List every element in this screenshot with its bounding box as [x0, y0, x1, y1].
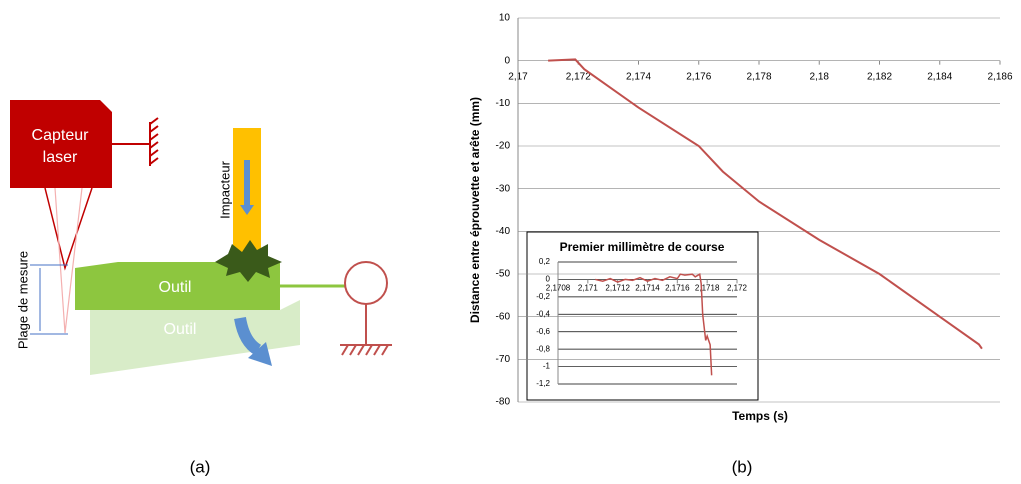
series-line	[548, 58, 983, 350]
inset-title: Premier millimètre de course	[560, 240, 725, 254]
sensor-label: laser	[43, 149, 78, 166]
range	[30, 264, 68, 335]
laser	[44, 187, 93, 271]
x-tick-label: 2,186	[987, 71, 1012, 82]
y-tick-label: 0	[504, 55, 510, 66]
tool-label: Outil	[159, 279, 192, 296]
y-tick-label: -80	[496, 397, 511, 408]
x-tick-label: 2,174	[626, 71, 651, 82]
ground	[112, 117, 159, 166]
diagram: Capteur laser Outil Outil Impacteur Plag…	[10, 100, 392, 375]
tool-moved-label: Outil	[164, 321, 197, 338]
y-tick-label: 0	[546, 275, 551, 284]
sensor-label: Capteur	[32, 127, 90, 144]
impact	[215, 240, 282, 282]
y-tick-label: -50	[496, 269, 511, 280]
x-tick-label: 2,1714	[635, 284, 660, 293]
y-tick-label: -1	[543, 362, 551, 371]
x-tick-label: 2,1712	[605, 284, 630, 293]
y-tick-label: -20	[496, 141, 511, 152]
x-tick-label: 2,172	[727, 284, 748, 293]
y-tick-label: -30	[496, 183, 511, 194]
y-tick-label: -40	[496, 226, 511, 237]
laser	[54, 187, 83, 334]
arrow	[234, 316, 262, 356]
x-tick-label: 2,1718	[695, 284, 720, 293]
x-tick-label: 2,178	[746, 71, 771, 82]
x-tick-label: 2,184	[927, 71, 952, 82]
y-tick-label: -0,8	[536, 344, 550, 353]
y-tick-label: -0,2	[536, 292, 550, 301]
y-tick-label: 0,2	[539, 257, 551, 266]
caption: (a)	[190, 457, 211, 476]
x-tick-label: 2,171	[578, 284, 599, 293]
tool-moved	[90, 300, 300, 375]
y-tick-label: -0,6	[536, 327, 550, 336]
sensor	[10, 100, 112, 188]
y-tick-label: 10	[499, 13, 511, 24]
inset-frame	[526, 231, 759, 401]
arrow	[240, 205, 254, 215]
x-tick-label: 2,1716	[665, 284, 690, 293]
y-tick-label: -10	[496, 98, 511, 109]
ground	[340, 304, 392, 356]
y-tick-label: -60	[496, 311, 511, 322]
y-tick-label: -0,4	[536, 309, 550, 318]
range-label: Plage de mesure	[15, 251, 30, 349]
impactor-label: Impacteur	[217, 160, 232, 218]
x-tick-label: 2,176	[686, 71, 711, 82]
y-tick-label: -1,2	[536, 379, 550, 388]
x-axis-title: Temps (s)	[732, 409, 788, 423]
y-axis-title: Distance entre éprouvette et arête (mm)	[468, 97, 482, 323]
arrow	[248, 342, 272, 366]
caption: (b)	[732, 457, 753, 476]
x-tick-label: 2,182	[867, 71, 892, 82]
x-tick-label: 2,172	[566, 71, 591, 82]
hinge	[344, 261, 388, 305]
y-tick-label: -70	[496, 354, 511, 365]
series-line	[595, 272, 713, 376]
x-tick-label: 2,18	[810, 71, 830, 82]
